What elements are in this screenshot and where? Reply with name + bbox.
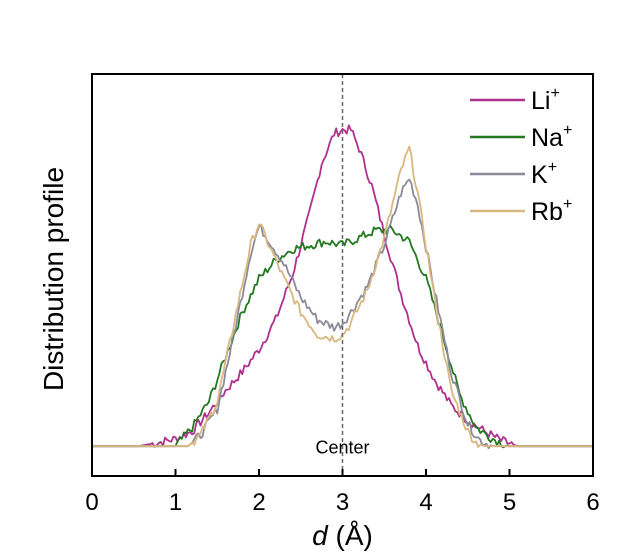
x-axis-label: d (Å) <box>312 520 373 551</box>
x-tick-label: 6 <box>586 489 599 516</box>
y-axis-label: Distribution profile <box>38 167 69 391</box>
series-line-li <box>92 124 593 448</box>
x-tick-label: 4 <box>419 489 432 516</box>
x-tick-label: 2 <box>252 489 265 516</box>
legend: Li+ Na+ K+ Rb+ <box>470 85 572 226</box>
legend-label-na: Na+ <box>531 122 572 152</box>
x-axis-ticks: 0 1 2 3 4 5 6 <box>85 469 600 516</box>
plot-frame <box>91 73 594 477</box>
x-axis-label-variable: d <box>312 520 329 551</box>
x-tick-label: 0 <box>85 489 98 516</box>
x-tick-label: 1 <box>169 489 182 516</box>
legend-label-k: K+ <box>531 159 557 189</box>
series-line-rb <box>92 145 593 448</box>
center-annotation: Center <box>315 437 369 457</box>
x-tick-label: 3 <box>336 489 349 516</box>
legend-label-rb: Rb+ <box>531 196 572 226</box>
legend-label-li: Li+ <box>531 85 560 115</box>
x-axis-label-unit: (Å) <box>328 520 373 551</box>
x-tick-label: 5 <box>503 489 516 516</box>
